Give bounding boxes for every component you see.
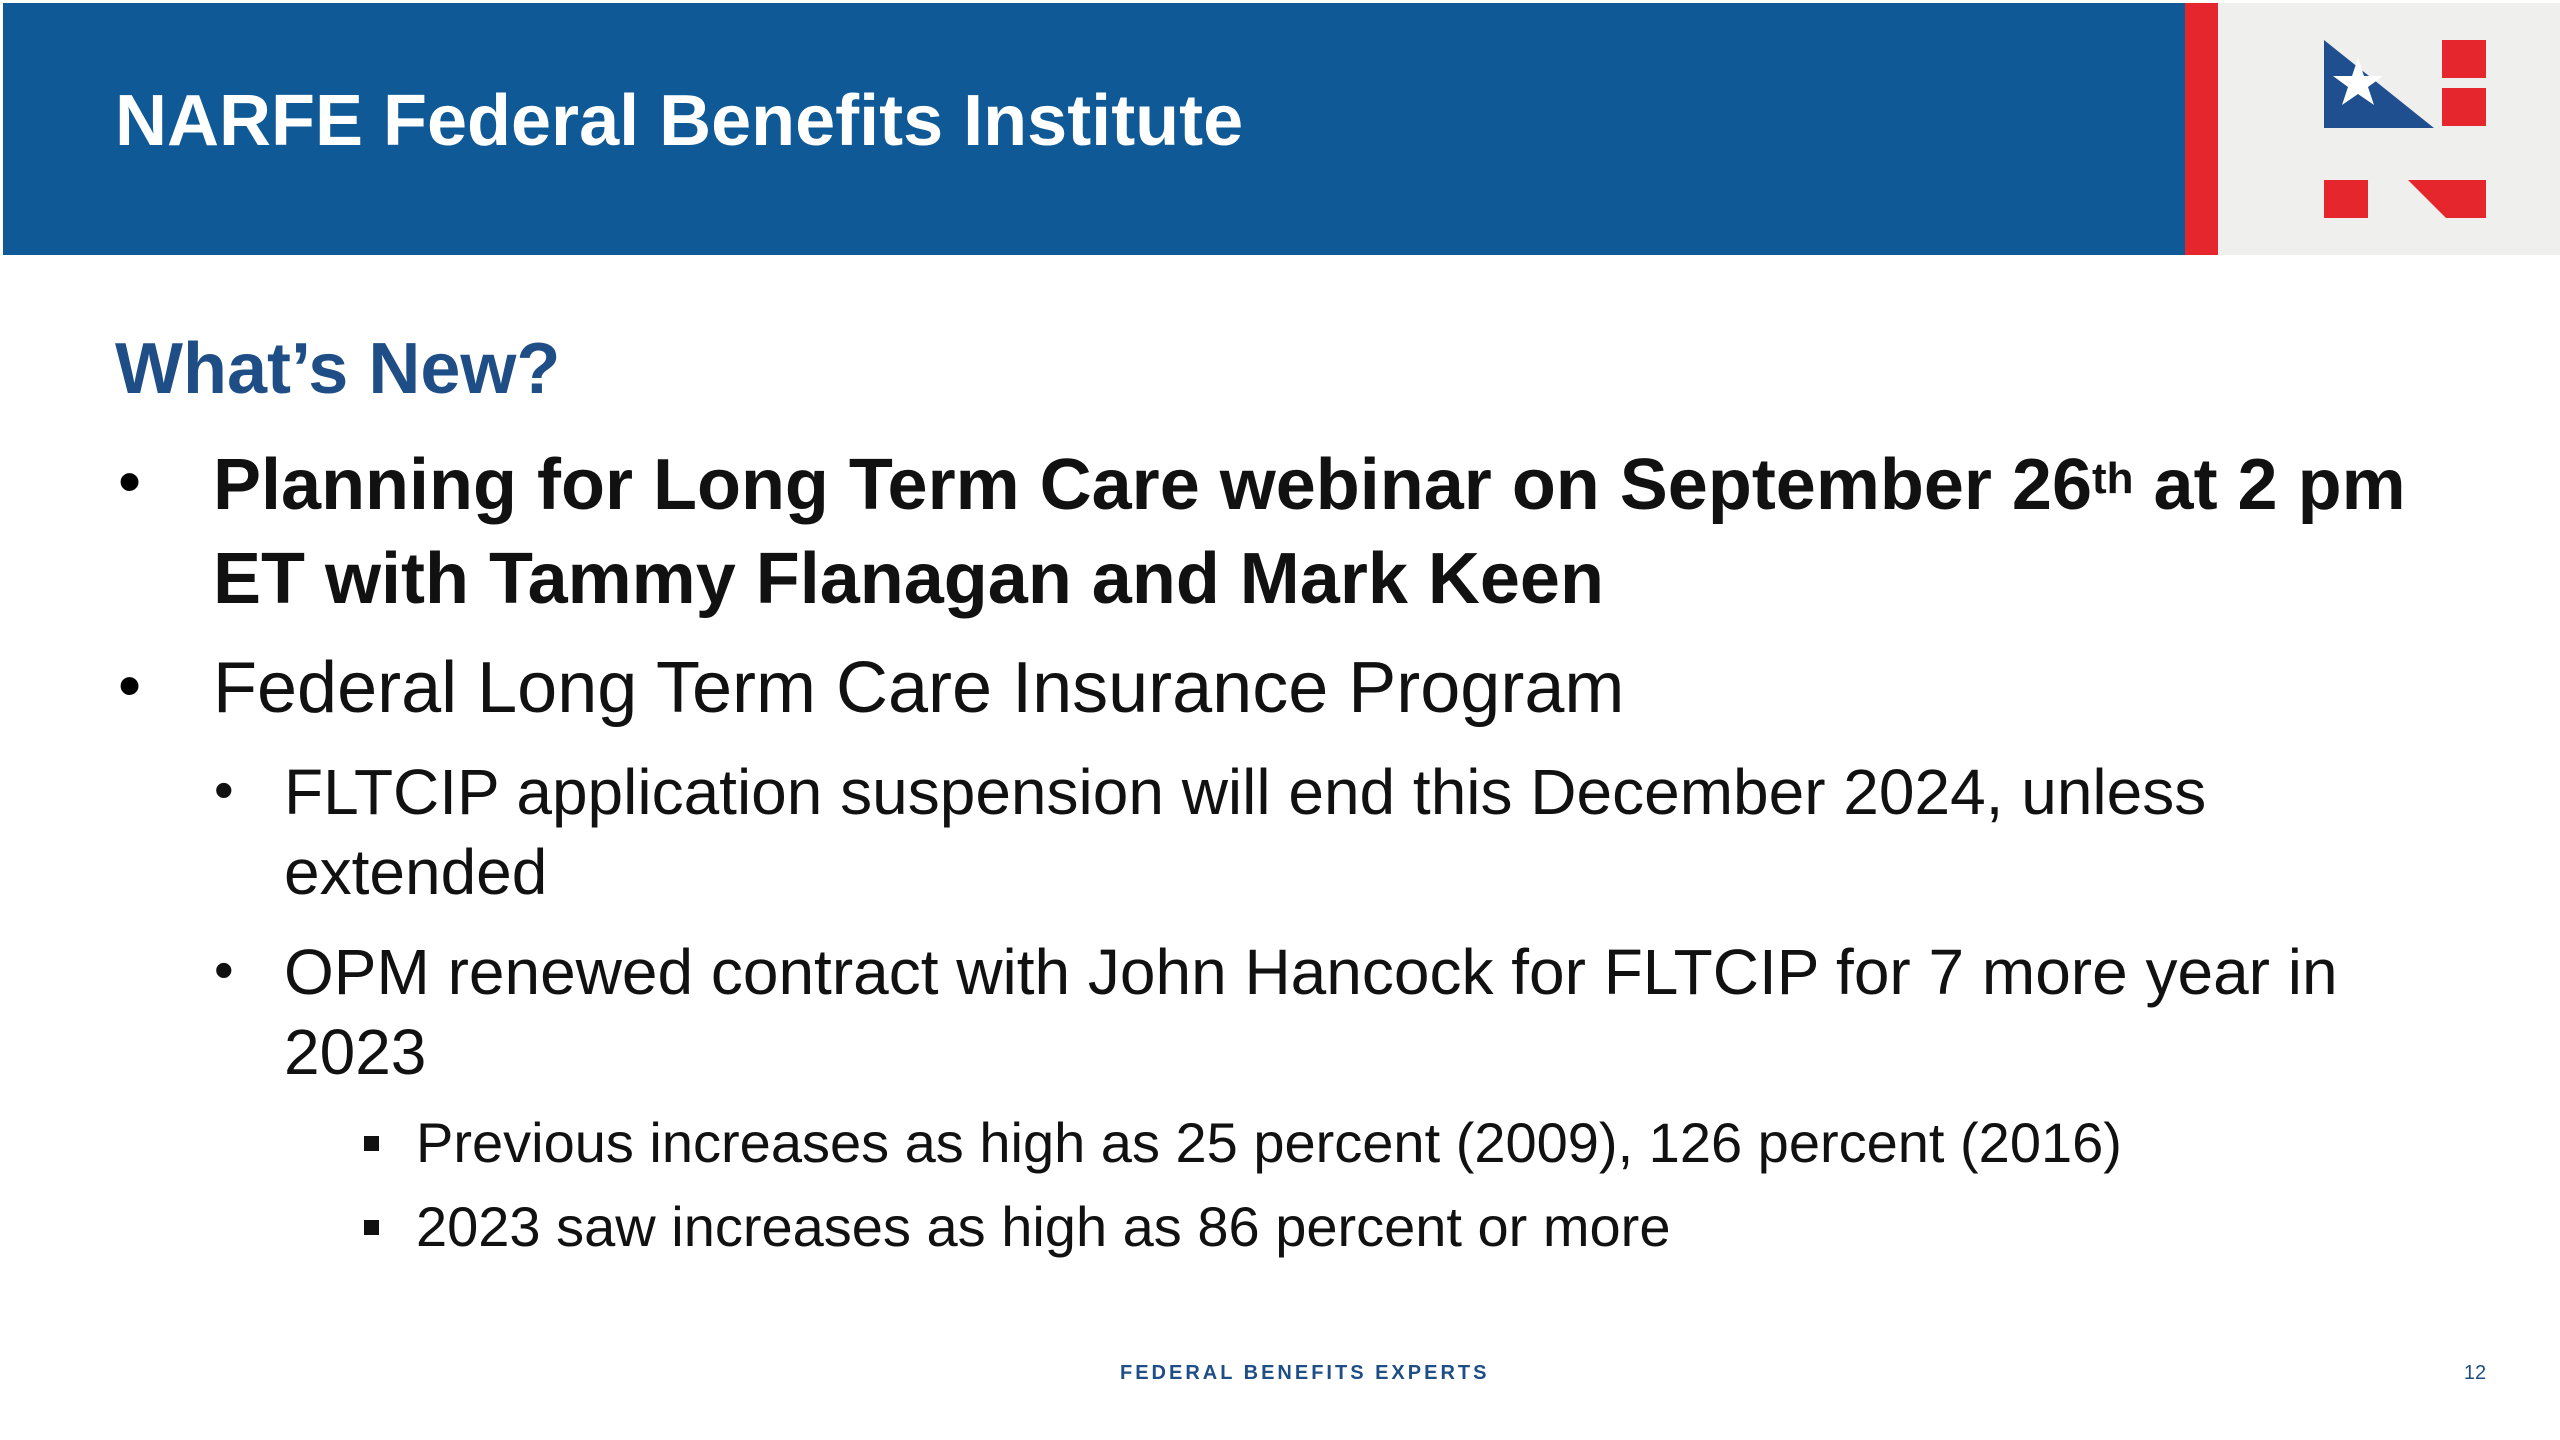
bullet-dot: • (118, 444, 142, 518)
bullet-webinar-text: Planning for Long Term Care webinar on S… (213, 445, 2092, 525)
logo-red-bottom-right (2408, 180, 2486, 218)
sub-sub-bullet-2023-increases: 2023 saw increases as high as 86 percent… (416, 1195, 1671, 1258)
logo-red-bottom-left (2324, 180, 2368, 218)
sub-bullet-contract: OPM renewed contract with John Hancock f… (284, 936, 2338, 1088)
narfe-logo-icon (2324, 40, 2486, 218)
section-title: What’s New? (115, 329, 561, 409)
header-bar (3, 3, 2185, 255)
logo-blue-shape (2324, 40, 2434, 128)
bullet-dot: • (118, 648, 142, 722)
page-number: 12 (2463, 1362, 2487, 1384)
sub-bullet-dot: • (214, 758, 234, 821)
logo-star-icon (2333, 58, 2383, 105)
logo-red-middle (2442, 88, 2486, 126)
bullet-webinar: Planning for Long Term Care webinar on S… (213, 438, 2413, 626)
logo-panel (2218, 3, 2560, 255)
bullet-webinar-text-rest: at 2 pm ET with Tammy Flanagan and Mark … (213, 445, 2406, 619)
square-bullet (364, 1136, 379, 1151)
sub-bullet-dot: • (214, 938, 234, 1001)
bullet-webinar-ordinal: th (2092, 454, 2134, 503)
bullet-fltcip-program: Federal Long Term Care Insurance Program (213, 648, 1625, 728)
square-bullet (364, 1220, 379, 1235)
footer-text: FEDERAL BENEFITS EXPERTS (1120, 1362, 1490, 1384)
header-red-stripe (2185, 3, 2218, 255)
header-title: NARFE Federal Benefits Institute (115, 81, 1244, 161)
sub-bullet-suspension: FLTCIP application suspension will end t… (284, 756, 2207, 908)
sub-sub-bullet-previous-increases: Previous increases as high as 25 percent… (416, 1111, 2122, 1174)
logo-red-top (2442, 40, 2486, 78)
